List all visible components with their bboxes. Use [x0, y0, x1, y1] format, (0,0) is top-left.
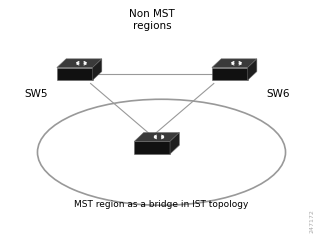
- Polygon shape: [212, 59, 257, 68]
- Polygon shape: [92, 59, 102, 80]
- Polygon shape: [247, 59, 257, 80]
- Polygon shape: [212, 68, 247, 80]
- Polygon shape: [134, 132, 179, 141]
- Polygon shape: [57, 68, 92, 80]
- Ellipse shape: [37, 99, 286, 205]
- Text: SW6: SW6: [266, 90, 290, 99]
- Polygon shape: [134, 141, 170, 154]
- Text: 247172: 247172: [310, 209, 315, 233]
- Text: MST region as a bridge in IST topology: MST region as a bridge in IST topology: [74, 200, 249, 209]
- Polygon shape: [57, 59, 102, 68]
- Polygon shape: [170, 132, 179, 154]
- Text: SW5: SW5: [24, 90, 47, 99]
- Text: Non MST
regions: Non MST regions: [129, 9, 175, 31]
